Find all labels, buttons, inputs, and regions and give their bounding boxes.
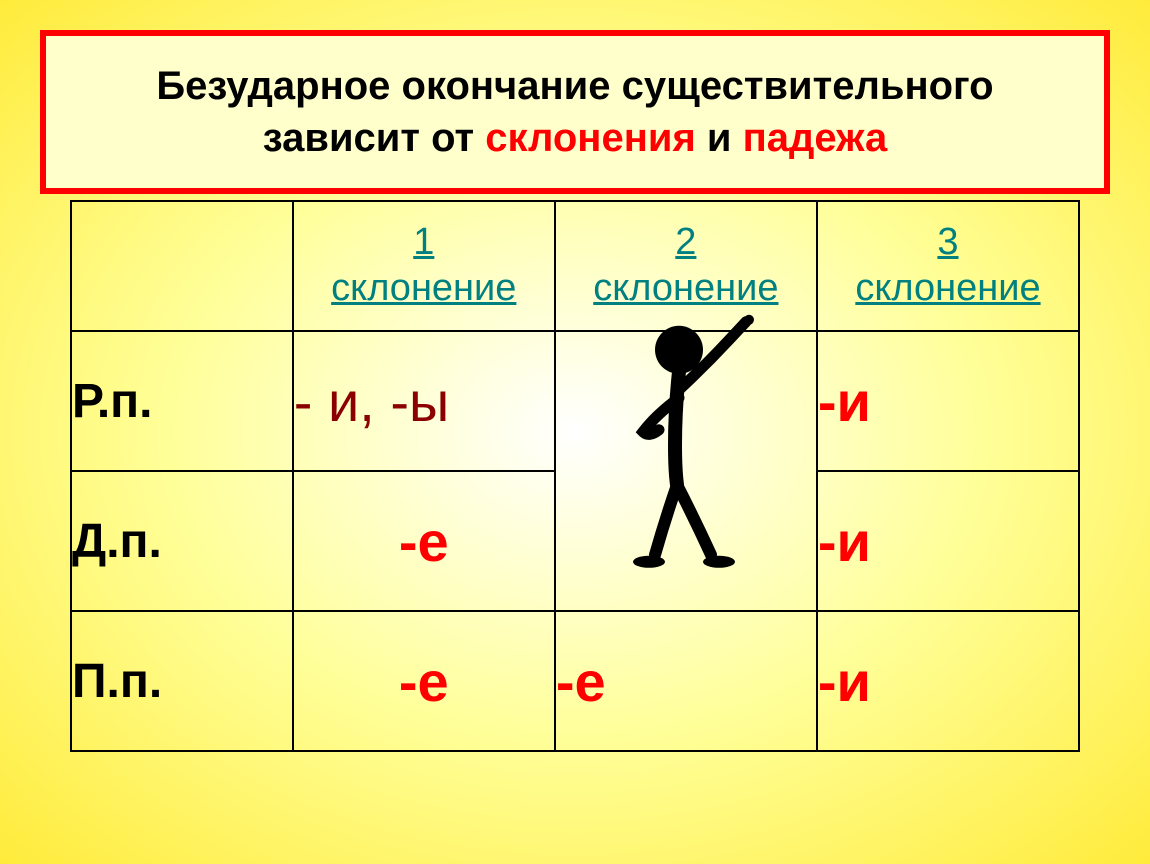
- figure-cell: [555, 331, 817, 611]
- row-label-dp: Д.п.: [71, 471, 293, 611]
- table-row: Р.п. - и, -ы -и: [71, 331, 1079, 471]
- header-row: 1 склонение 2 склонение 3 склонение: [71, 201, 1079, 331]
- header-3-num: 3: [937, 221, 958, 263]
- title-line-2: зависит от склонения и падежа: [66, 112, 1084, 164]
- header-col-1: 1 склонение: [293, 201, 555, 331]
- title-highlight-2: падежа: [743, 116, 888, 160]
- ending-text: -и: [818, 510, 871, 573]
- header-2-num: 2: [675, 221, 696, 263]
- title-pre: зависит от: [263, 116, 485, 160]
- table-row: П.п. -е -е -и: [71, 611, 1079, 751]
- ending-text: -и: [818, 370, 871, 433]
- ending-r1c3: -и: [817, 331, 1079, 471]
- header-1-word: склонение: [331, 267, 516, 309]
- header-empty: [71, 201, 293, 331]
- title-box: Безударное окончание существительного за…: [40, 30, 1110, 194]
- ending-text: -и: [818, 650, 871, 713]
- ending-r2c3: -и: [817, 471, 1079, 611]
- ending-text: -е: [399, 650, 449, 713]
- row-label-pp: П.п.: [71, 611, 293, 751]
- ending-r3c2: -е: [555, 611, 817, 751]
- row-label-rp: Р.п.: [71, 331, 293, 471]
- title-highlight-1: склонения: [485, 116, 696, 160]
- ending-r3c3: -и: [817, 611, 1079, 751]
- header-link-2[interactable]: 2 склонение: [593, 220, 778, 311]
- title-mid: и: [696, 116, 743, 160]
- ending-text: - и, -ы: [294, 370, 450, 433]
- pointing-figure-icon: [601, 310, 771, 570]
- ending-r1c1: - и, -ы: [293, 331, 555, 471]
- header-3-word: склонение: [855, 267, 1040, 309]
- header-col-3: 3 склонение: [817, 201, 1079, 331]
- header-2-word: склонение: [593, 267, 778, 309]
- ending-text: -е: [556, 650, 606, 713]
- header-1-num: 1: [413, 221, 434, 263]
- declension-table: 1 склонение 2 склонение 3 склонение Р.п.…: [70, 200, 1080, 752]
- header-link-1[interactable]: 1 склонение: [331, 220, 516, 311]
- title-line-1: Безударное окончание существительного: [66, 60, 1084, 112]
- ending-r2c1: -е: [293, 471, 555, 611]
- ending-r3c1: -е: [293, 611, 555, 751]
- ending-text: -е: [399, 510, 449, 573]
- header-link-3[interactable]: 3 склонение: [855, 220, 1040, 311]
